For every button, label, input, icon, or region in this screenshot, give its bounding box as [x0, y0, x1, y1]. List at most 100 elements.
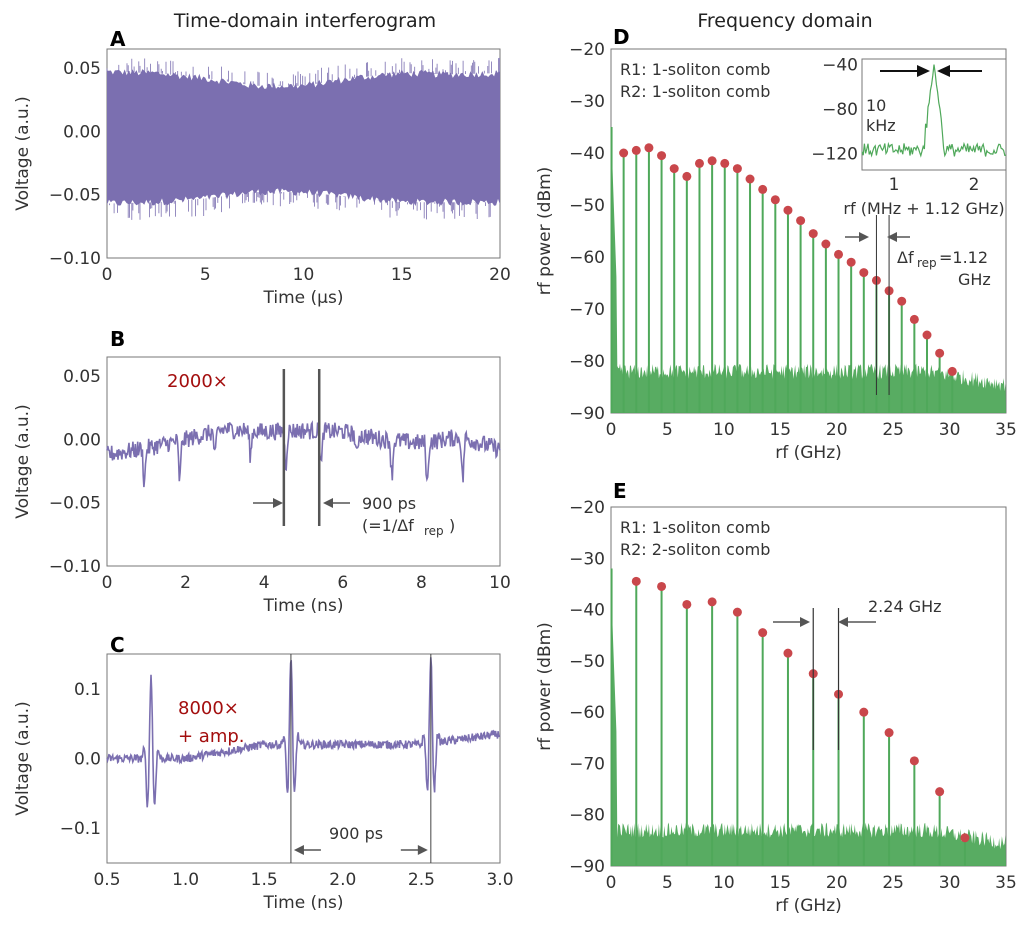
arrow-right-head — [323, 498, 333, 508]
comb-peak-dot — [834, 249, 844, 259]
spacing-label: 2.24 GHz — [868, 597, 942, 616]
x-tick-label: 1.0 — [172, 870, 199, 890]
comb-peak-dot — [707, 156, 717, 166]
comb-peak-dot — [935, 787, 945, 797]
legend-r1: R1: 1-soliton comb — [620, 518, 770, 537]
y-tick-label: 0.00 — [63, 430, 101, 450]
y-tick-label: −30 — [569, 549, 605, 569]
panel-c: 0.5 1.0 1.5 2.0 2.5 3.0 −0.1 0.0 0.1 Time (ns) Vol… — [13, 633, 514, 913]
comb-peak-dot — [657, 151, 667, 161]
comb-peak-dot — [758, 184, 768, 194]
y-tick-label: −0.05 — [49, 186, 101, 206]
arrow-left-head — [293, 845, 304, 855]
x-tick-label: 25 — [882, 873, 904, 893]
comb-peak-dot — [796, 216, 806, 226]
y-tick-label: −0.10 — [49, 557, 101, 577]
comb-peak-dot — [707, 597, 717, 607]
comb-peak-dot — [859, 268, 869, 278]
comb-peak-dot — [846, 257, 856, 267]
noise-floor — [611, 127, 1006, 413]
panel-label: C — [110, 633, 125, 657]
x-tick-label: 6 — [337, 573, 348, 593]
multiplier-label: 8000× — [178, 698, 239, 719]
y-tick-label: 0.00 — [63, 122, 101, 142]
comb-peak-dot — [619, 148, 629, 158]
spacing-formula: (=1/Δf — [362, 516, 414, 535]
comb-peak-dot — [631, 576, 641, 586]
x-tick-label: 5 — [200, 265, 211, 285]
plot-frame — [106, 653, 501, 864]
legend-r2: R2: 1-soliton comb — [620, 82, 770, 101]
legend-r2: R2: 2-soliton comb — [620, 540, 770, 559]
y-tick-label: 0.05 — [63, 367, 101, 387]
y-tick-label: −0.10 — [49, 249, 101, 269]
comb-peak-dot — [947, 366, 957, 376]
comb-peak-dot — [808, 229, 818, 239]
y-tick-label: −70 — [569, 300, 605, 320]
comb-peak-dot — [758, 628, 768, 638]
multiplier-label: 2000× — [167, 371, 228, 392]
y-tick-label: 0.1 — [74, 680, 101, 700]
panel-label: D — [613, 25, 630, 49]
comb-peak-dot — [909, 756, 919, 766]
panel-b: 0 2 4 6 8 10 −0.10 −0.05 0.00 0.05 Time (ns) Voltag… — [13, 327, 511, 616]
comb-peak-dot — [922, 330, 932, 340]
x-axis-label: rf (GHz) — [775, 896, 842, 916]
x-tick-label: 1.5 — [251, 870, 278, 890]
x-tick-label: 2.0 — [329, 870, 356, 890]
comb-peak-dot — [682, 171, 692, 181]
inset-arrow-right-head — [937, 65, 950, 77]
arrow-right-head — [417, 845, 428, 855]
legend-r1: R1: 1-soliton comb — [620, 60, 770, 79]
x-tick-label: 0 — [606, 420, 617, 440]
comb-peak-dot — [631, 145, 641, 155]
signal-spikes — [106, 57, 500, 220]
y-tick-label: −40 — [569, 144, 605, 164]
inset-y-tick-label: −40 — [822, 56, 858, 76]
spacing-label: Δf — [897, 248, 914, 267]
comb-peak-dot — [884, 728, 894, 738]
y-tick-label: −90 — [569, 857, 605, 877]
x-tick-label: 4 — [259, 573, 270, 593]
spacing-formula-sub: rep — [424, 524, 444, 538]
comb-peak-dot — [694, 158, 704, 168]
y-tick-label: −90 — [569, 404, 605, 424]
inset-spectrum — [861, 64, 1007, 158]
comb-peak-dot — [745, 174, 755, 184]
y-axis-label: rf power (dBm) — [535, 622, 555, 751]
y-axis-label: Voltage (a.u.) — [13, 701, 33, 815]
inset-x-axis-label: rf (MHz + 1.12 GHz) — [843, 199, 1004, 218]
x-axis-label: Time (ns) — [263, 893, 344, 913]
y-tick-label: −0.05 — [49, 494, 101, 514]
x-tick-label: 2 — [180, 573, 191, 593]
x-tick-label: 10 — [293, 265, 315, 285]
inset-x-tick-label: 1 — [889, 175, 900, 195]
y-tick-label: −80 — [569, 352, 605, 372]
left-heading: Time-domain interferogram — [173, 10, 436, 32]
comb-peak-dot — [732, 607, 742, 617]
comb-peak-dot — [644, 143, 654, 153]
x-tick-label: 3.0 — [486, 870, 513, 890]
spacing-label: 900 ps — [329, 824, 383, 843]
comb-peak-dot — [960, 833, 970, 843]
x-tick-label: 0 — [102, 573, 113, 593]
inset-arrow-left-head — [917, 65, 930, 77]
y-axis-label: Voltage (a.u.) — [13, 404, 33, 518]
signal-envelope — [107, 69, 500, 206]
comb-peak-dot — [657, 581, 667, 591]
inset-y-tick-label: −120 — [811, 144, 858, 164]
y-tick-label: −30 — [569, 92, 605, 112]
arrow-left-head — [859, 232, 869, 242]
y-tick-label: −60 — [569, 703, 605, 723]
x-tick-label: 30 — [939, 420, 961, 440]
x-tick-label: 10 — [713, 420, 735, 440]
x-tick-label: 15 — [769, 420, 791, 440]
inset-linewidth-value: 10 — [866, 96, 886, 115]
x-tick-label: 10 — [489, 573, 511, 593]
y-tick-label: 0.0 — [74, 750, 101, 770]
x-tick-label: 0.5 — [93, 870, 120, 890]
comb-peak-dot — [859, 707, 869, 717]
x-tick-label: 15 — [391, 265, 413, 285]
x-axis-label: Time (µs) — [263, 288, 344, 308]
